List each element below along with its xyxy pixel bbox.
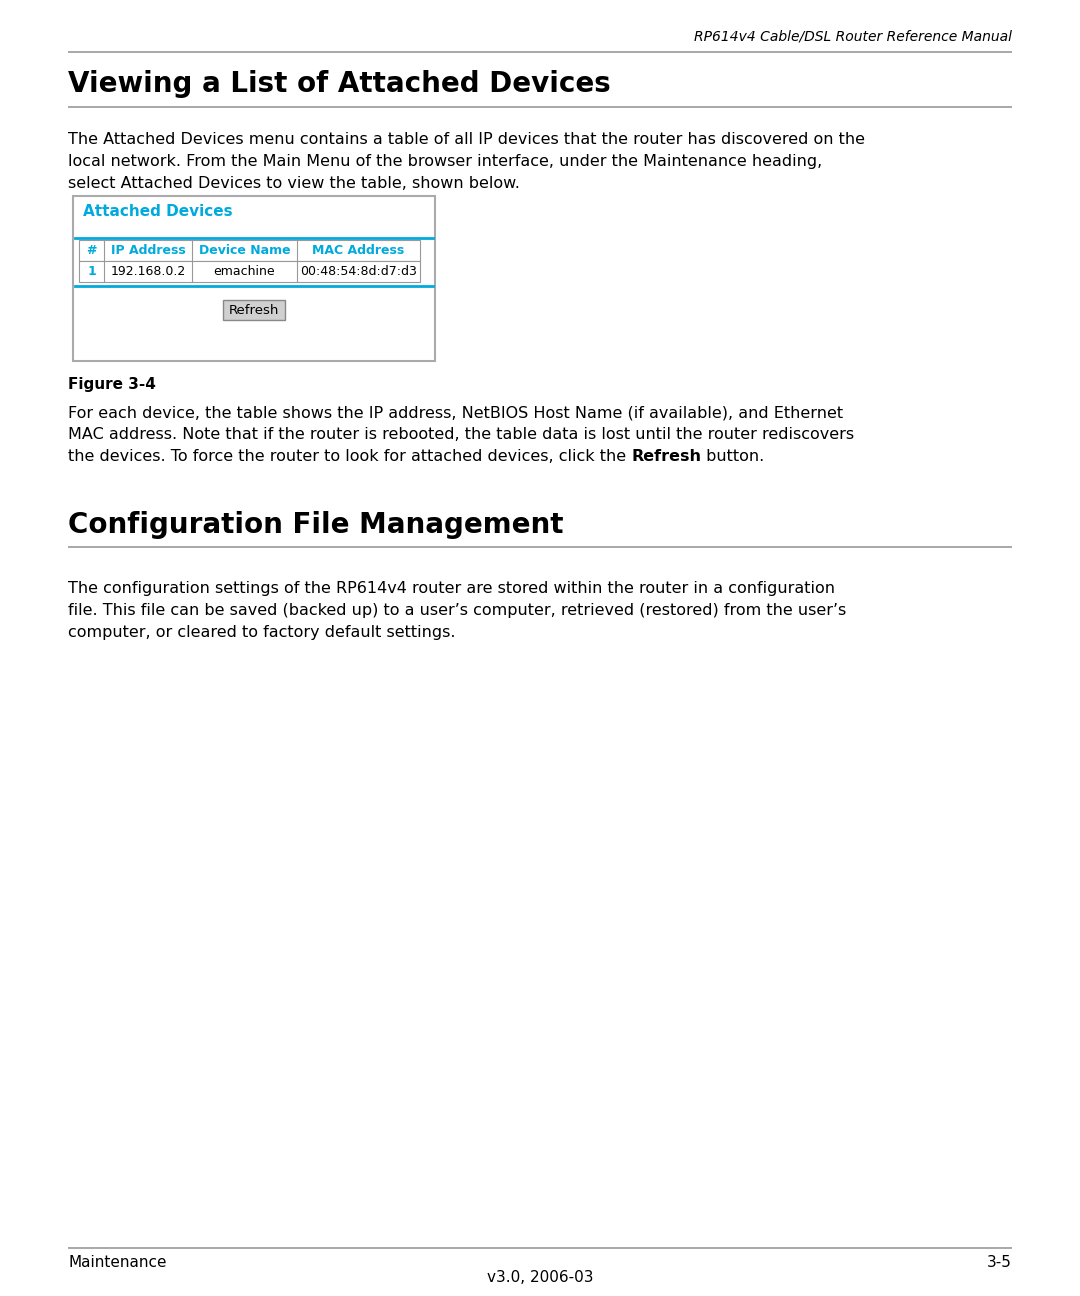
- Text: Maintenance: Maintenance: [68, 1255, 166, 1270]
- Text: The Attached Devices menu contains a table of all IP devices that the router has: The Attached Devices menu contains a tab…: [68, 132, 865, 146]
- Text: MAC Address: MAC Address: [312, 244, 405, 257]
- Text: IP Address: IP Address: [110, 244, 186, 257]
- Text: file. This file can be saved (backed up) to a user’s computer, retrieved (restor: file. This file can be saved (backed up)…: [68, 603, 847, 618]
- Text: computer, or cleared to factory default settings.: computer, or cleared to factory default …: [68, 625, 456, 640]
- Text: The configuration settings of the RP614v4 router are stored within the router in: The configuration settings of the RP614v…: [68, 581, 835, 596]
- Text: emachine: emachine: [214, 264, 275, 279]
- Text: the devices. To force the router to look for attached devices, click the: the devices. To force the router to look…: [68, 448, 631, 464]
- Text: Viewing a List of Attached Devices: Viewing a List of Attached Devices: [68, 70, 611, 98]
- Text: MAC address. Note that if the router is rebooted, the table data is lost until t: MAC address. Note that if the router is …: [68, 426, 854, 442]
- Text: local network. From the Main Menu of the browser interface, under the Maintenanc: local network. From the Main Menu of the…: [68, 154, 822, 168]
- Text: 00:48:54:8d:d7:d3: 00:48:54:8d:d7:d3: [300, 264, 417, 279]
- Text: v3.0, 2006-03: v3.0, 2006-03: [487, 1270, 593, 1286]
- Text: button.: button.: [701, 448, 765, 464]
- Text: select Attached Devices to view the table, shown below.: select Attached Devices to view the tabl…: [68, 176, 519, 191]
- Text: Refresh: Refresh: [229, 303, 280, 316]
- Text: Device Name: Device Name: [199, 244, 291, 257]
- Text: 3-5: 3-5: [987, 1255, 1012, 1270]
- Text: 1: 1: [87, 264, 96, 279]
- Bar: [73, 196, 435, 362]
- Text: 192.168.0.2: 192.168.0.2: [110, 264, 186, 279]
- Text: Configuration File Management: Configuration File Management: [68, 511, 564, 539]
- Text: Figure 3-4: Figure 3-4: [68, 377, 156, 391]
- Bar: [79, 260, 420, 283]
- Text: For each device, the table shows the IP address, NetBIOS Host Name (if available: For each device, the table shows the IP …: [68, 404, 843, 420]
- Text: #: #: [86, 244, 97, 257]
- FancyBboxPatch shape: [222, 299, 285, 320]
- Text: Attached Devices: Attached Devices: [83, 203, 232, 219]
- Bar: [79, 240, 420, 260]
- Text: RP614v4 Cable/DSL Router Reference Manual: RP614v4 Cable/DSL Router Reference Manua…: [694, 30, 1012, 44]
- Text: Refresh: Refresh: [631, 448, 701, 464]
